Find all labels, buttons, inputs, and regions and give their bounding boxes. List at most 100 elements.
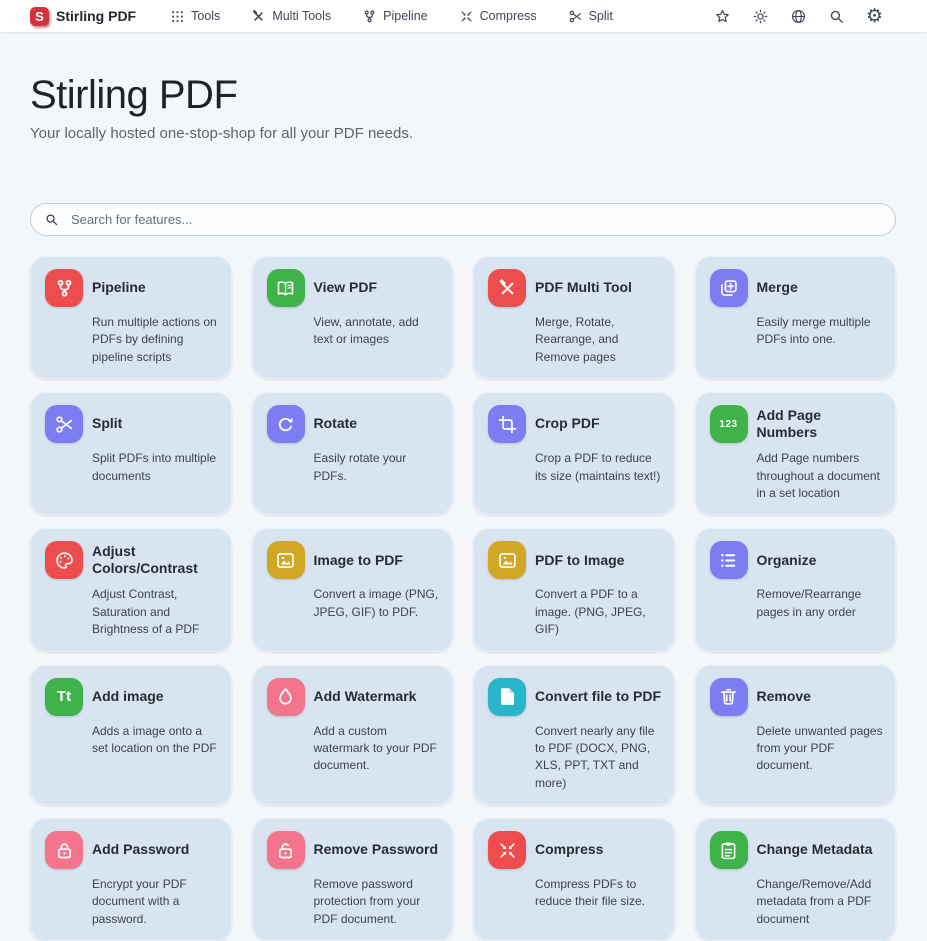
nav-item-label: Split: [588, 9, 613, 23]
nav-item-multi-tools[interactable]: Multi Tools: [251, 9, 331, 24]
card-merge[interactable]: Merge Easily merge multiple PDFs into on…: [694, 256, 896, 380]
card-add-image[interactable]: Tt Add image Adds a image onto a set loc…: [30, 664, 232, 806]
card-add-watermark[interactable]: Add Watermark Add a custom watermark to …: [251, 664, 453, 806]
card-description: Crop a PDF to reduce its size (maintains…: [535, 451, 661, 483]
card-change-metadata[interactable]: Change Metadata Change/Remove/Add metada…: [694, 818, 896, 941]
main-content: Stirling PDF Your locally hosted one-sto…: [0, 72, 927, 941]
card-remove-password[interactable]: Remove Password Remove password protecti…: [251, 818, 453, 941]
lock-icon: [45, 831, 83, 870]
features-grid: Pipeline Run multiple actions on PDFs by…: [30, 256, 896, 941]
stirling-logo-icon: S: [30, 6, 49, 26]
card-title: Adjust Colors/Contrast: [92, 542, 198, 577]
card-title: PDF Multi Tool: [535, 279, 632, 296]
card-pdf-multi-tool[interactable]: PDF Multi Tool Merge, Rotate, Rearrange,…: [473, 256, 675, 380]
card-rotate[interactable]: Rotate Easily rotate your PDFs.: [251, 392, 453, 516]
text-icon: Tt: [45, 677, 83, 716]
search-input[interactable]: [69, 211, 882, 228]
card-description: Adjust Contrast, Saturation and Brightne…: [92, 587, 200, 637]
page-subtitle: Your locally hosted one-stop-shop for al…: [30, 125, 413, 142]
card-title: Add Watermark: [313, 687, 417, 704]
unlock-icon: [266, 831, 305, 870]
card-pdf-to-image[interactable]: PDF to Image Convert a PDF to a image. (…: [473, 528, 675, 652]
feature-search-bar[interactable]: [30, 203, 896, 236]
pipeline-icon: [45, 269, 83, 307]
card-compress[interactable]: Compress Compress PDFs to reduce their f…: [473, 818, 675, 941]
card-remove[interactable]: Remove Delete unwanted pages from your P…: [694, 664, 896, 806]
scissors-icon: [45, 405, 83, 444]
search-icon: [44, 212, 59, 227]
top-navbar: S Stirling PDF Tools Multi Tools Pipelin…: [0, 0, 927, 32]
nav-actions: ⚙: [714, 7, 883, 26]
card-description: View, annotate, add text or images: [313, 315, 419, 347]
card-description: Encrypt your PDF document with a passwor…: [92, 877, 187, 926]
card-title: Image to PDF: [313, 551, 403, 568]
nav-theme-button[interactable]: [752, 8, 769, 25]
nav-language-button[interactable]: [790, 8, 807, 25]
card-crop-pdf[interactable]: Crop PDF Crop a PDF to reduce its size (…: [473, 392, 675, 516]
compress-icon: [488, 831, 526, 870]
card-description: Compress PDFs to reduce their file size.: [535, 877, 646, 909]
nav-item-compress[interactable]: Compress: [459, 9, 537, 24]
nav-search-button[interactable]: [828, 8, 845, 25]
card-add-page-numbers[interactable]: 123 Add Page Numbers Add Page numbers th…: [694, 392, 896, 516]
book-open-icon: [266, 269, 305, 307]
card-split[interactable]: Split Split PDFs into multiple documents: [30, 392, 232, 516]
card-convert-file-to-pdf[interactable]: Convert file to PDF Convert nearly any f…: [473, 664, 675, 806]
card-description: Remove password protection from your PDF…: [313, 877, 421, 926]
nav-item-pipeline[interactable]: Pipeline: [362, 9, 428, 24]
card-image-to-pdf[interactable]: Image to PDF Convert a image (PNG, JPEG,…: [251, 528, 453, 652]
card-description: Easily rotate your PDFs.: [313, 451, 407, 483]
tools-icon: [488, 269, 526, 307]
rotate-icon: [266, 405, 305, 444]
card-title: Crop PDF: [535, 415, 600, 432]
card-title: Change Metadata: [756, 841, 873, 858]
apps-grid-icon: [170, 9, 185, 24]
merge-icon: [709, 269, 748, 307]
card-title: Pipeline: [92, 279, 146, 296]
nav-item-label: Pipeline: [383, 9, 428, 23]
card-view-pdf[interactable]: View PDF View, annotate, add text or ima…: [251, 256, 453, 380]
card-description: Convert a image (PNG, JPEG, GIF) to PDF.: [313, 587, 439, 619]
card-pipeline[interactable]: Pipeline Run multiple actions on PDFs by…: [30, 256, 232, 380]
image-icon: [266, 541, 305, 580]
nav-favorites-button[interactable]: [714, 8, 731, 25]
card-title: Organize: [756, 551, 817, 568]
card-description: Adds a image onto a set location on the …: [92, 723, 217, 755]
card-description: Change/Remove/Add metadata from a PDF do…: [756, 877, 872, 926]
compress-icon: [459, 9, 474, 24]
card-title: Merge: [756, 279, 798, 296]
card-adjust-colors-contrast[interactable]: Adjust Colors/Contrast Adjust Contrast, …: [30, 528, 232, 652]
nav-settings-button[interactable]: ⚙: [866, 7, 883, 26]
numbers-123-icon: 123: [709, 405, 748, 444]
card-description: Add Page numbers throughout a document i…: [756, 451, 880, 500]
card-title: Add image: [92, 687, 164, 704]
trash-icon: [709, 677, 748, 716]
brand-label: Stirling PDF: [56, 8, 137, 24]
image-icon: [488, 541, 526, 580]
theme-toggle-icon: [752, 8, 769, 25]
card-description: Remove/Rearrange pages in any order: [756, 587, 862, 619]
card-title: View PDF: [313, 279, 378, 296]
search-icon: [828, 8, 845, 25]
card-description: Add a custom watermark to your PDF docum…: [313, 723, 437, 773]
card-title: Add Page Numbers: [756, 406, 822, 441]
card-description: Easily merge multiple PDFs into one.: [756, 315, 871, 347]
card-description: Run multiple actions on PDFs by defining…: [92, 315, 217, 364]
nav-item-label: Tools: [191, 9, 221, 23]
scissors-icon: [568, 9, 583, 24]
card-organize[interactable]: Organize Remove/Rearrange pages in any o…: [694, 528, 896, 652]
card-description: Delete unwanted pages from your PDF docu…: [756, 723, 883, 773]
page-title: Stirling PDF: [30, 73, 238, 117]
nav-item-label: Compress: [479, 9, 537, 23]
brand[interactable]: S Stirling PDF: [30, 6, 137, 26]
list-icon: [709, 541, 748, 580]
card-title: Split: [92, 415, 123, 432]
card-title: Convert file to PDF: [535, 687, 662, 704]
nav-item-split[interactable]: Split: [568, 9, 613, 24]
card-description: Convert a PDF to a image. (PNG, JPEG, GI…: [535, 587, 646, 637]
clipboard-icon: [709, 831, 748, 870]
nav-menu: Tools Multi Tools Pipeline Compress Spli…: [170, 9, 613, 24]
nav-item-tools[interactable]: Tools: [170, 9, 220, 24]
card-description: Convert nearly any file to PDF (DOCX, PN…: [535, 723, 655, 790]
card-add-password[interactable]: Add Password Encrypt your PDF document w…: [30, 818, 232, 941]
